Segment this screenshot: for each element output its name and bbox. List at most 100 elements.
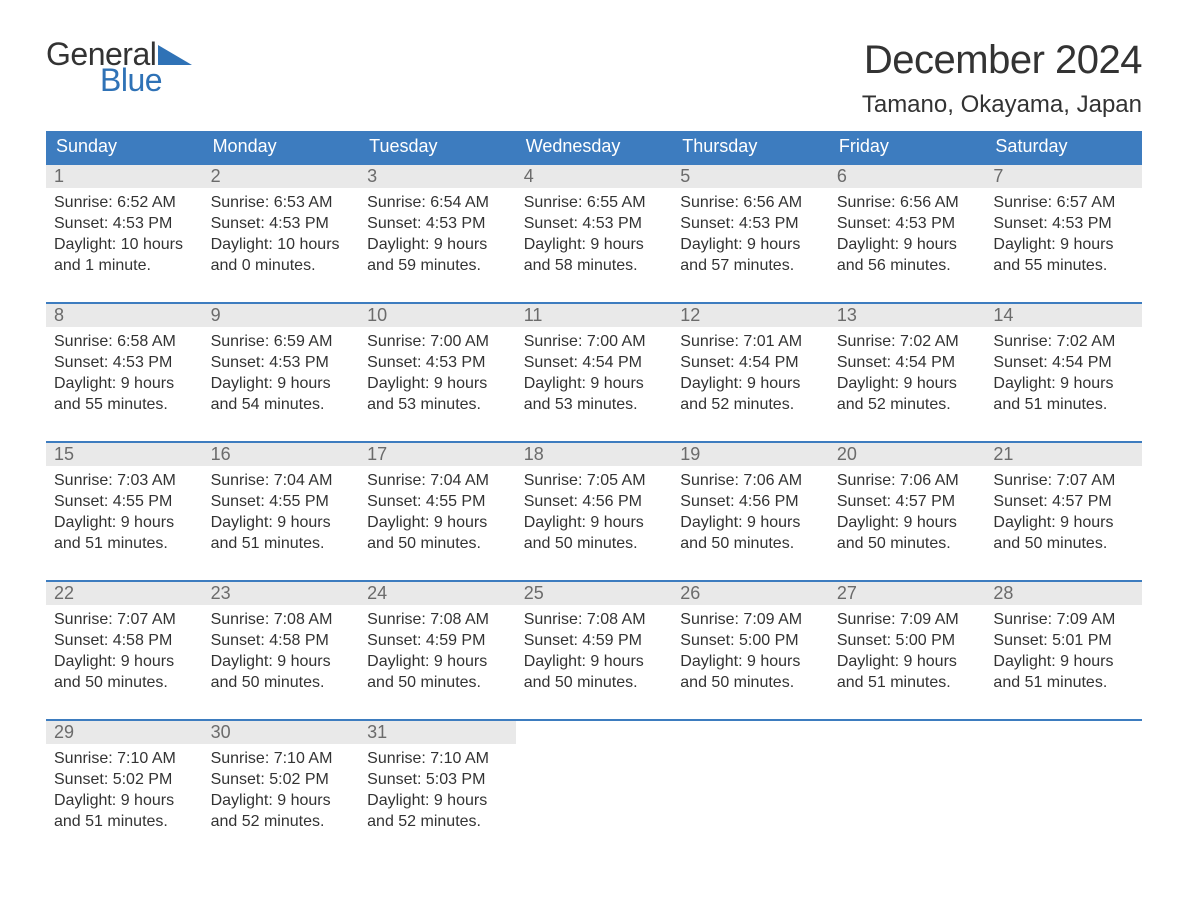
day-number: 12 [672,304,829,327]
sunset-line: Sunset: 4:54 PM [524,352,665,373]
day-body: Sunrise: 7:00 AMSunset: 4:54 PMDaylight:… [516,327,673,419]
sunset-line: Sunset: 4:56 PM [524,491,665,512]
day-body: Sunrise: 7:10 AMSunset: 5:03 PMDaylight:… [359,744,516,836]
daylight-line1: Daylight: 9 hours [367,234,508,255]
day-body: Sunrise: 7:06 AMSunset: 4:56 PMDaylight:… [672,466,829,558]
daylight-line1: Daylight: 10 hours [54,234,195,255]
daylight-line2: and 54 minutes. [211,394,352,415]
daylight-line1: Daylight: 9 hours [680,373,821,394]
sunrise-line: Sunrise: 7:02 AM [837,331,978,352]
day-cell: 22Sunrise: 7:07 AMSunset: 4:58 PMDayligh… [46,582,203,697]
location-text: Tamano, Okayama, Japan [862,91,1142,119]
calendar: Sunday Monday Tuesday Wednesday Thursday… [46,131,1142,836]
sunset-line: Sunset: 4:53 PM [367,213,508,234]
page-title: December 2024 [862,38,1142,83]
daylight-line1: Daylight: 9 hours [993,512,1134,533]
day-number: 10 [359,304,516,327]
sunrise-line: Sunrise: 6:56 AM [680,192,821,213]
day-cell: 2Sunrise: 6:53 AMSunset: 4:53 PMDaylight… [203,165,360,280]
daylight-line2: and 51 minutes. [993,672,1134,693]
day-body: Sunrise: 7:08 AMSunset: 4:58 PMDaylight:… [203,605,360,697]
daylight-line2: and 50 minutes. [680,672,821,693]
sunrise-line: Sunrise: 7:09 AM [993,609,1134,630]
day-cell: 29Sunrise: 7:10 AMSunset: 5:02 PMDayligh… [46,721,203,836]
daylight-line1: Daylight: 9 hours [367,512,508,533]
day-body: Sunrise: 7:10 AMSunset: 5:02 PMDaylight:… [46,744,203,836]
day-body: Sunrise: 6:55 AMSunset: 4:53 PMDaylight:… [516,188,673,280]
day-cell: 15Sunrise: 7:03 AMSunset: 4:55 PMDayligh… [46,443,203,558]
day-number: 6 [829,165,986,188]
sunset-line: Sunset: 4:57 PM [993,491,1134,512]
sunrise-line: Sunrise: 6:57 AM [993,192,1134,213]
daylight-line1: Daylight: 9 hours [367,790,508,811]
day-cell: 4Sunrise: 6:55 AMSunset: 4:53 PMDaylight… [516,165,673,280]
sunset-line: Sunset: 4:53 PM [993,213,1134,234]
daylight-line2: and 53 minutes. [524,394,665,415]
daylight-line1: Daylight: 9 hours [680,651,821,672]
day-body: Sunrise: 7:01 AMSunset: 4:54 PMDaylight:… [672,327,829,419]
sunset-line: Sunset: 4:55 PM [367,491,508,512]
daylight-line2: and 51 minutes. [837,672,978,693]
sunrise-line: Sunrise: 7:02 AM [993,331,1134,352]
week-row: 15Sunrise: 7:03 AMSunset: 4:55 PMDayligh… [46,441,1142,558]
day-body: Sunrise: 7:09 AMSunset: 5:00 PMDaylight:… [829,605,986,697]
week-spacer [46,419,1142,441]
sunset-line: Sunset: 4:53 PM [837,213,978,234]
day-number: 8 [46,304,203,327]
sunrise-line: Sunrise: 7:07 AM [54,609,195,630]
daylight-line1: Daylight: 10 hours [211,234,352,255]
logo: General Blue [46,38,192,96]
sunrise-line: Sunrise: 6:59 AM [211,331,352,352]
daylight-line1: Daylight: 9 hours [54,512,195,533]
daylight-line2: and 51 minutes. [211,533,352,554]
day-body: Sunrise: 7:02 AMSunset: 4:54 PMDaylight:… [985,327,1142,419]
day-cell: 23Sunrise: 7:08 AMSunset: 4:58 PMDayligh… [203,582,360,697]
daylight-line2: and 51 minutes. [993,394,1134,415]
sunrise-line: Sunrise: 7:09 AM [680,609,821,630]
daylight-line1: Daylight: 9 hours [367,373,508,394]
day-cell: 28Sunrise: 7:09 AMSunset: 5:01 PMDayligh… [985,582,1142,697]
sunset-line: Sunset: 4:56 PM [680,491,821,512]
week-row: 29Sunrise: 7:10 AMSunset: 5:02 PMDayligh… [46,719,1142,836]
daylight-line1: Daylight: 9 hours [837,651,978,672]
day-cell: 9Sunrise: 6:59 AMSunset: 4:53 PMDaylight… [203,304,360,419]
sunrise-line: Sunrise: 6:55 AM [524,192,665,213]
weekday-header-row: Sunday Monday Tuesday Wednesday Thursday… [46,131,1142,163]
daylight-line2: and 50 minutes. [524,533,665,554]
day-body: Sunrise: 7:07 AMSunset: 4:57 PMDaylight:… [985,466,1142,558]
sunrise-line: Sunrise: 7:00 AM [367,331,508,352]
day-number: 25 [516,582,673,605]
sunrise-line: Sunrise: 7:08 AM [524,609,665,630]
sunrise-line: Sunrise: 7:07 AM [993,470,1134,491]
day-number: 20 [829,443,986,466]
weeks-container: 1Sunrise: 6:52 AMSunset: 4:53 PMDaylight… [46,163,1142,836]
day-cell: 10Sunrise: 7:00 AMSunset: 4:53 PMDayligh… [359,304,516,419]
daylight-line1: Daylight: 9 hours [993,373,1134,394]
sunset-line: Sunset: 5:02 PM [54,769,195,790]
day-body: Sunrise: 6:58 AMSunset: 4:53 PMDaylight:… [46,327,203,419]
sunrise-line: Sunrise: 7:10 AM [367,748,508,769]
daylight-line2: and 50 minutes. [680,533,821,554]
week-row: 22Sunrise: 7:07 AMSunset: 4:58 PMDayligh… [46,580,1142,697]
daylight-line1: Daylight: 9 hours [680,512,821,533]
sunrise-line: Sunrise: 6:58 AM [54,331,195,352]
day-number: 22 [46,582,203,605]
day-body: Sunrise: 6:54 AMSunset: 4:53 PMDaylight:… [359,188,516,280]
day-body: Sunrise: 7:10 AMSunset: 5:02 PMDaylight:… [203,744,360,836]
day-body: Sunrise: 7:05 AMSunset: 4:56 PMDaylight:… [516,466,673,558]
day-number: 16 [203,443,360,466]
week-spacer [46,558,1142,580]
daylight-line2: and 52 minutes. [367,811,508,832]
day-number: 29 [46,721,203,744]
daylight-line1: Daylight: 9 hours [211,512,352,533]
day-number: 4 [516,165,673,188]
day-number: 2 [203,165,360,188]
day-body: Sunrise: 6:57 AMSunset: 4:53 PMDaylight:… [985,188,1142,280]
week-spacer [46,280,1142,302]
day-cell: 17Sunrise: 7:04 AMSunset: 4:55 PMDayligh… [359,443,516,558]
day-number: 28 [985,582,1142,605]
daylight-line1: Daylight: 9 hours [54,790,195,811]
daylight-line2: and 51 minutes. [54,811,195,832]
week-row: 1Sunrise: 6:52 AMSunset: 4:53 PMDaylight… [46,163,1142,280]
day-cell: 1Sunrise: 6:52 AMSunset: 4:53 PMDaylight… [46,165,203,280]
